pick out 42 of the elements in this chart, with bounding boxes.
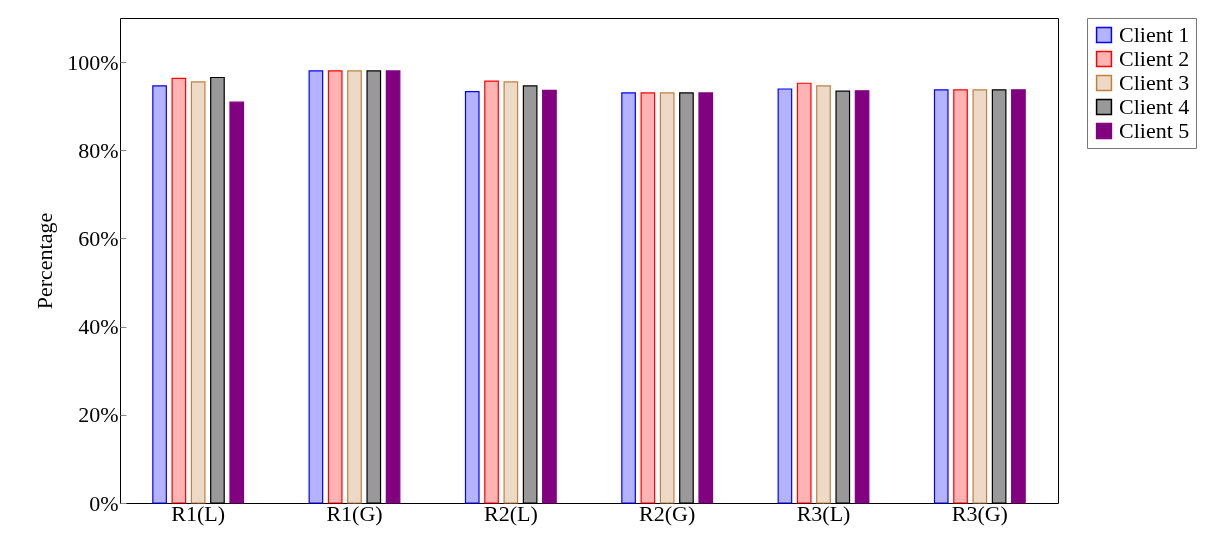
y-tick-label: 0% [89, 490, 119, 516]
bar [503, 81, 519, 504]
bar [464, 91, 480, 504]
bar [854, 90, 870, 504]
x-tick-label: R3(G) [951, 500, 1008, 526]
bar [972, 89, 988, 504]
bar [933, 89, 949, 504]
bar [640, 92, 656, 504]
y-tick-label: 100% [67, 49, 119, 75]
x-tick-label: R1(L) [171, 500, 226, 526]
y-tick-label: 20% [78, 402, 119, 428]
bar [777, 88, 793, 504]
x-tick-label: R1(G) [326, 500, 383, 526]
legend-label: Client 1 [1119, 22, 1190, 47]
legend-label: Client 4 [1119, 94, 1190, 119]
legend-label: Client 3 [1119, 70, 1190, 95]
bar [484, 80, 499, 504]
bar [385, 70, 401, 504]
y-tick-label: 40% [78, 314, 119, 340]
bar [659, 92, 675, 504]
bar [542, 89, 557, 504]
bar [171, 77, 187, 504]
bar [816, 85, 831, 504]
legend-label: Client 2 [1119, 46, 1190, 71]
bar [229, 101, 245, 504]
bar [953, 89, 968, 504]
x-tick-label: R3(L) [796, 500, 851, 526]
y-axis-title: Percentage [32, 212, 58, 310]
bar [698, 92, 714, 504]
bar [308, 70, 324, 504]
bar [796, 82, 812, 504]
bar [621, 92, 636, 504]
bar [190, 81, 206, 504]
bar [1011, 89, 1026, 504]
legend-label: Client 5 [1119, 118, 1190, 143]
bar [152, 85, 167, 504]
x-tick-label: R2(G) [639, 500, 696, 526]
y-tick-label: 80% [78, 137, 119, 163]
bar [347, 70, 362, 504]
y-tick-label: 60% [78, 225, 119, 251]
x-tick-label: R2(L) [483, 500, 538, 526]
bar [327, 70, 343, 504]
